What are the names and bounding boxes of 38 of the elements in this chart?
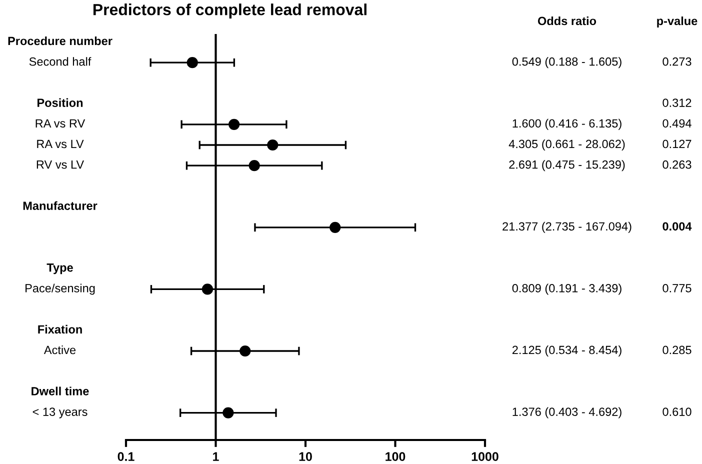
text: 0.494 (662, 119, 692, 128)
y-tick-label: Procedure number (8, 36, 112, 46)
y-tick-label: Position (38, 98, 83, 107)
y-tick-label: Manufacturer (23, 201, 98, 210)
text: 0.263 (662, 160, 692, 169)
text: 0.004 (662, 222, 692, 231)
text: 0.610 (662, 408, 692, 416)
y-tick-label: Dwell time (32, 386, 89, 396)
chart-title: Predictors of complete lead removal (93, 4, 366, 18)
y-tick-label: Type (46, 264, 73, 274)
text: 0.273 (662, 57, 692, 66)
y-tick-label: Fixation (38, 324, 82, 334)
text: 21.377 (2.735 - 167.094) (502, 222, 632, 233)
text: 1.376 (0.403 - 4.692) (512, 407, 622, 418)
x-tick-label: 1 (213, 452, 219, 461)
y-tick-label: RV vs LV (36, 160, 84, 169)
x-tick-label: 100 (386, 452, 406, 461)
text: 0.312 (662, 98, 692, 107)
text: 2.691 (0.475 - 15.239) (509, 160, 625, 172)
text: p-value (657, 16, 698, 28)
text: 0.549 (0.188 - 1.605) (512, 57, 622, 68)
y-tick-label: RA vs RV (36, 119, 86, 128)
y-tick-label: Pace/sensing (26, 284, 95, 295)
x-tick-label: 1000 (472, 452, 498, 461)
text: 4.305 (0.661 - 28.062) (508, 140, 625, 150)
y-tick-label: Second half (29, 57, 92, 66)
text: Odds ratio (538, 16, 596, 26)
text: 0.809 (0.191 - 3.439) (512, 284, 622, 295)
text: 1.600 (0.416 - 6.135) (512, 118, 622, 130)
text: 0.285 (662, 346, 692, 354)
x-tick-label: 10 (299, 452, 312, 461)
y-tick-label: RA vs LV (37, 140, 84, 148)
text: 0.127 (662, 140, 692, 148)
text: 2.125 (0.534 - 8.454) (512, 345, 622, 356)
y-tick-label: Active (44, 345, 76, 354)
x-tick-label: 0.1 (118, 452, 134, 461)
y-tick-label: < 13 years (32, 408, 88, 418)
text: 0.775 (662, 284, 692, 292)
